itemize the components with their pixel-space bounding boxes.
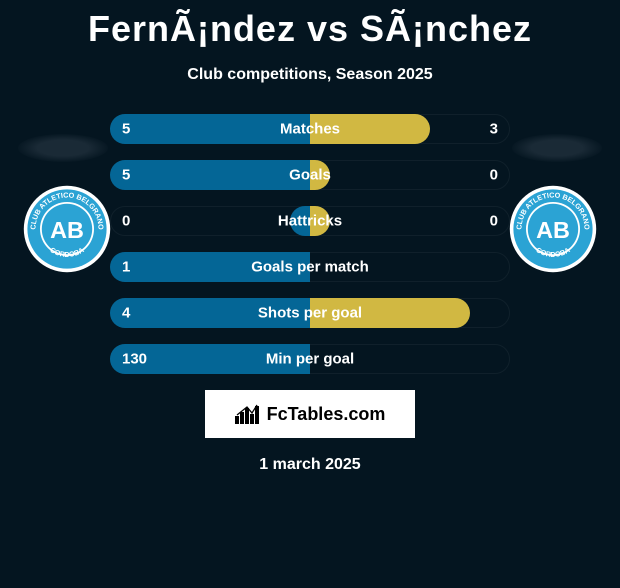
stat-label: Goals per match bbox=[251, 259, 369, 276]
stat-label: Shots per goal bbox=[258, 305, 362, 322]
stat-value-right: 0 bbox=[490, 167, 498, 184]
stat-value-left: 5 bbox=[122, 121, 130, 138]
date-label: 1 march 2025 bbox=[0, 456, 620, 474]
stat-value-left: 130 bbox=[122, 351, 147, 368]
stat-value-left: 1 bbox=[122, 259, 130, 276]
stat-row: Shots per goal 4 bbox=[110, 298, 510, 328]
subtitle: Club competitions, Season 2025 bbox=[0, 66, 620, 84]
stat-value-right: 0 bbox=[490, 213, 498, 230]
stat-row: Matches 5 3 bbox=[110, 114, 510, 144]
stat-bar-left bbox=[110, 160, 310, 190]
stat-value-right: 3 bbox=[490, 121, 498, 138]
stat-row: Hattricks 0 0 bbox=[110, 206, 510, 236]
branding-box: FcTables.com bbox=[205, 390, 415, 438]
stat-row: Goals per match 1 bbox=[110, 252, 510, 282]
stat-label: Matches bbox=[280, 121, 340, 138]
branding-text: FcTables.com bbox=[267, 404, 386, 425]
stat-row: Goals 5 0 bbox=[110, 160, 510, 190]
stat-label: Goals bbox=[289, 167, 331, 184]
stat-value-left: 0 bbox=[122, 213, 130, 230]
stat-row: Min per goal 130 bbox=[110, 344, 510, 374]
stat-label: Hattricks bbox=[278, 213, 342, 230]
stats-comparison-chart: Matches 5 3 Goals 5 0 Hattricks 0 0 Goals per mat… bbox=[0, 114, 620, 374]
stat-label: Min per goal bbox=[266, 351, 354, 368]
stat-value-left: 5 bbox=[122, 167, 130, 184]
fctables-logo-icon bbox=[235, 404, 261, 424]
page-title: FernÃ¡ndez vs SÃ¡nchez bbox=[0, 8, 620, 50]
stat-value-left: 4 bbox=[122, 305, 130, 322]
